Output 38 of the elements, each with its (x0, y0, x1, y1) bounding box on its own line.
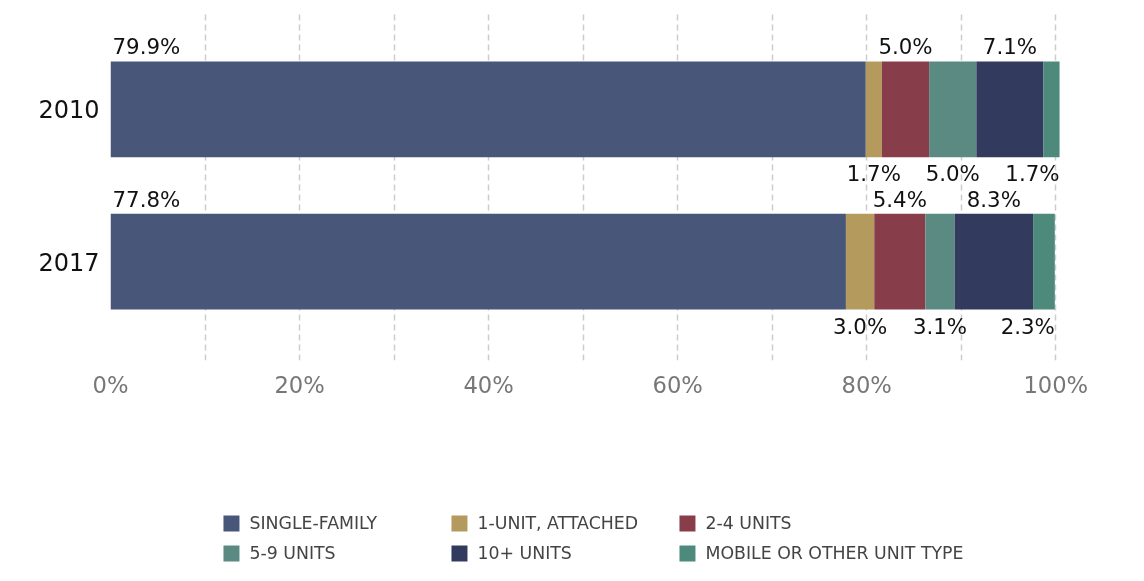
y-tick-label: 2010 (38, 96, 100, 125)
data-label: 8.3% (966, 186, 1021, 212)
bar (865, 61, 882, 158)
legend-label: 10+ UNITS (477, 542, 573, 563)
x-tick-label: 40% (463, 371, 514, 398)
bar (881, 61, 930, 158)
legend-label: 2-4 UNITS (705, 512, 793, 533)
bar (874, 213, 926, 310)
data-label: 3.0% (833, 313, 888, 339)
x-tick-label: 0% (92, 371, 129, 398)
data-label: 2.3% (1000, 313, 1055, 339)
data-label: 5.4% (872, 186, 927, 212)
legend-label: SINGLE-FAMILY (249, 512, 379, 533)
bar (929, 61, 977, 158)
data-label: 3.1% (912, 313, 968, 339)
bar (976, 61, 1044, 158)
bar (845, 213, 875, 310)
bar (1043, 61, 1060, 158)
bar (110, 61, 866, 158)
data-label: 1.7% (1005, 161, 1060, 187)
data-label: 79.9% (112, 34, 181, 60)
data-label: 5.0% (925, 161, 980, 187)
x-tick-label: 20% (274, 371, 325, 398)
bar (925, 213, 955, 310)
data-label: 77.8% (112, 186, 181, 212)
y-tick-label: 2017 (38, 248, 100, 277)
legend-label: 5-9 UNITS (249, 542, 337, 563)
bar (1033, 213, 1055, 310)
x-tick-label: 80% (841, 371, 892, 398)
bar (110, 213, 846, 310)
bar (954, 213, 1034, 310)
data-label: 5.0% (878, 34, 933, 60)
data-label: 1.7% (846, 161, 901, 187)
x-tick-label: 100% (1023, 371, 1089, 398)
data-label: 7.1% (982, 34, 1038, 60)
legend-label: 1-UNIT, ATTACHED (477, 512, 640, 533)
legend-label: MOBILE OR OTHER UNIT TYPE (705, 542, 964, 563)
x-tick-label: 60% (652, 371, 703, 398)
